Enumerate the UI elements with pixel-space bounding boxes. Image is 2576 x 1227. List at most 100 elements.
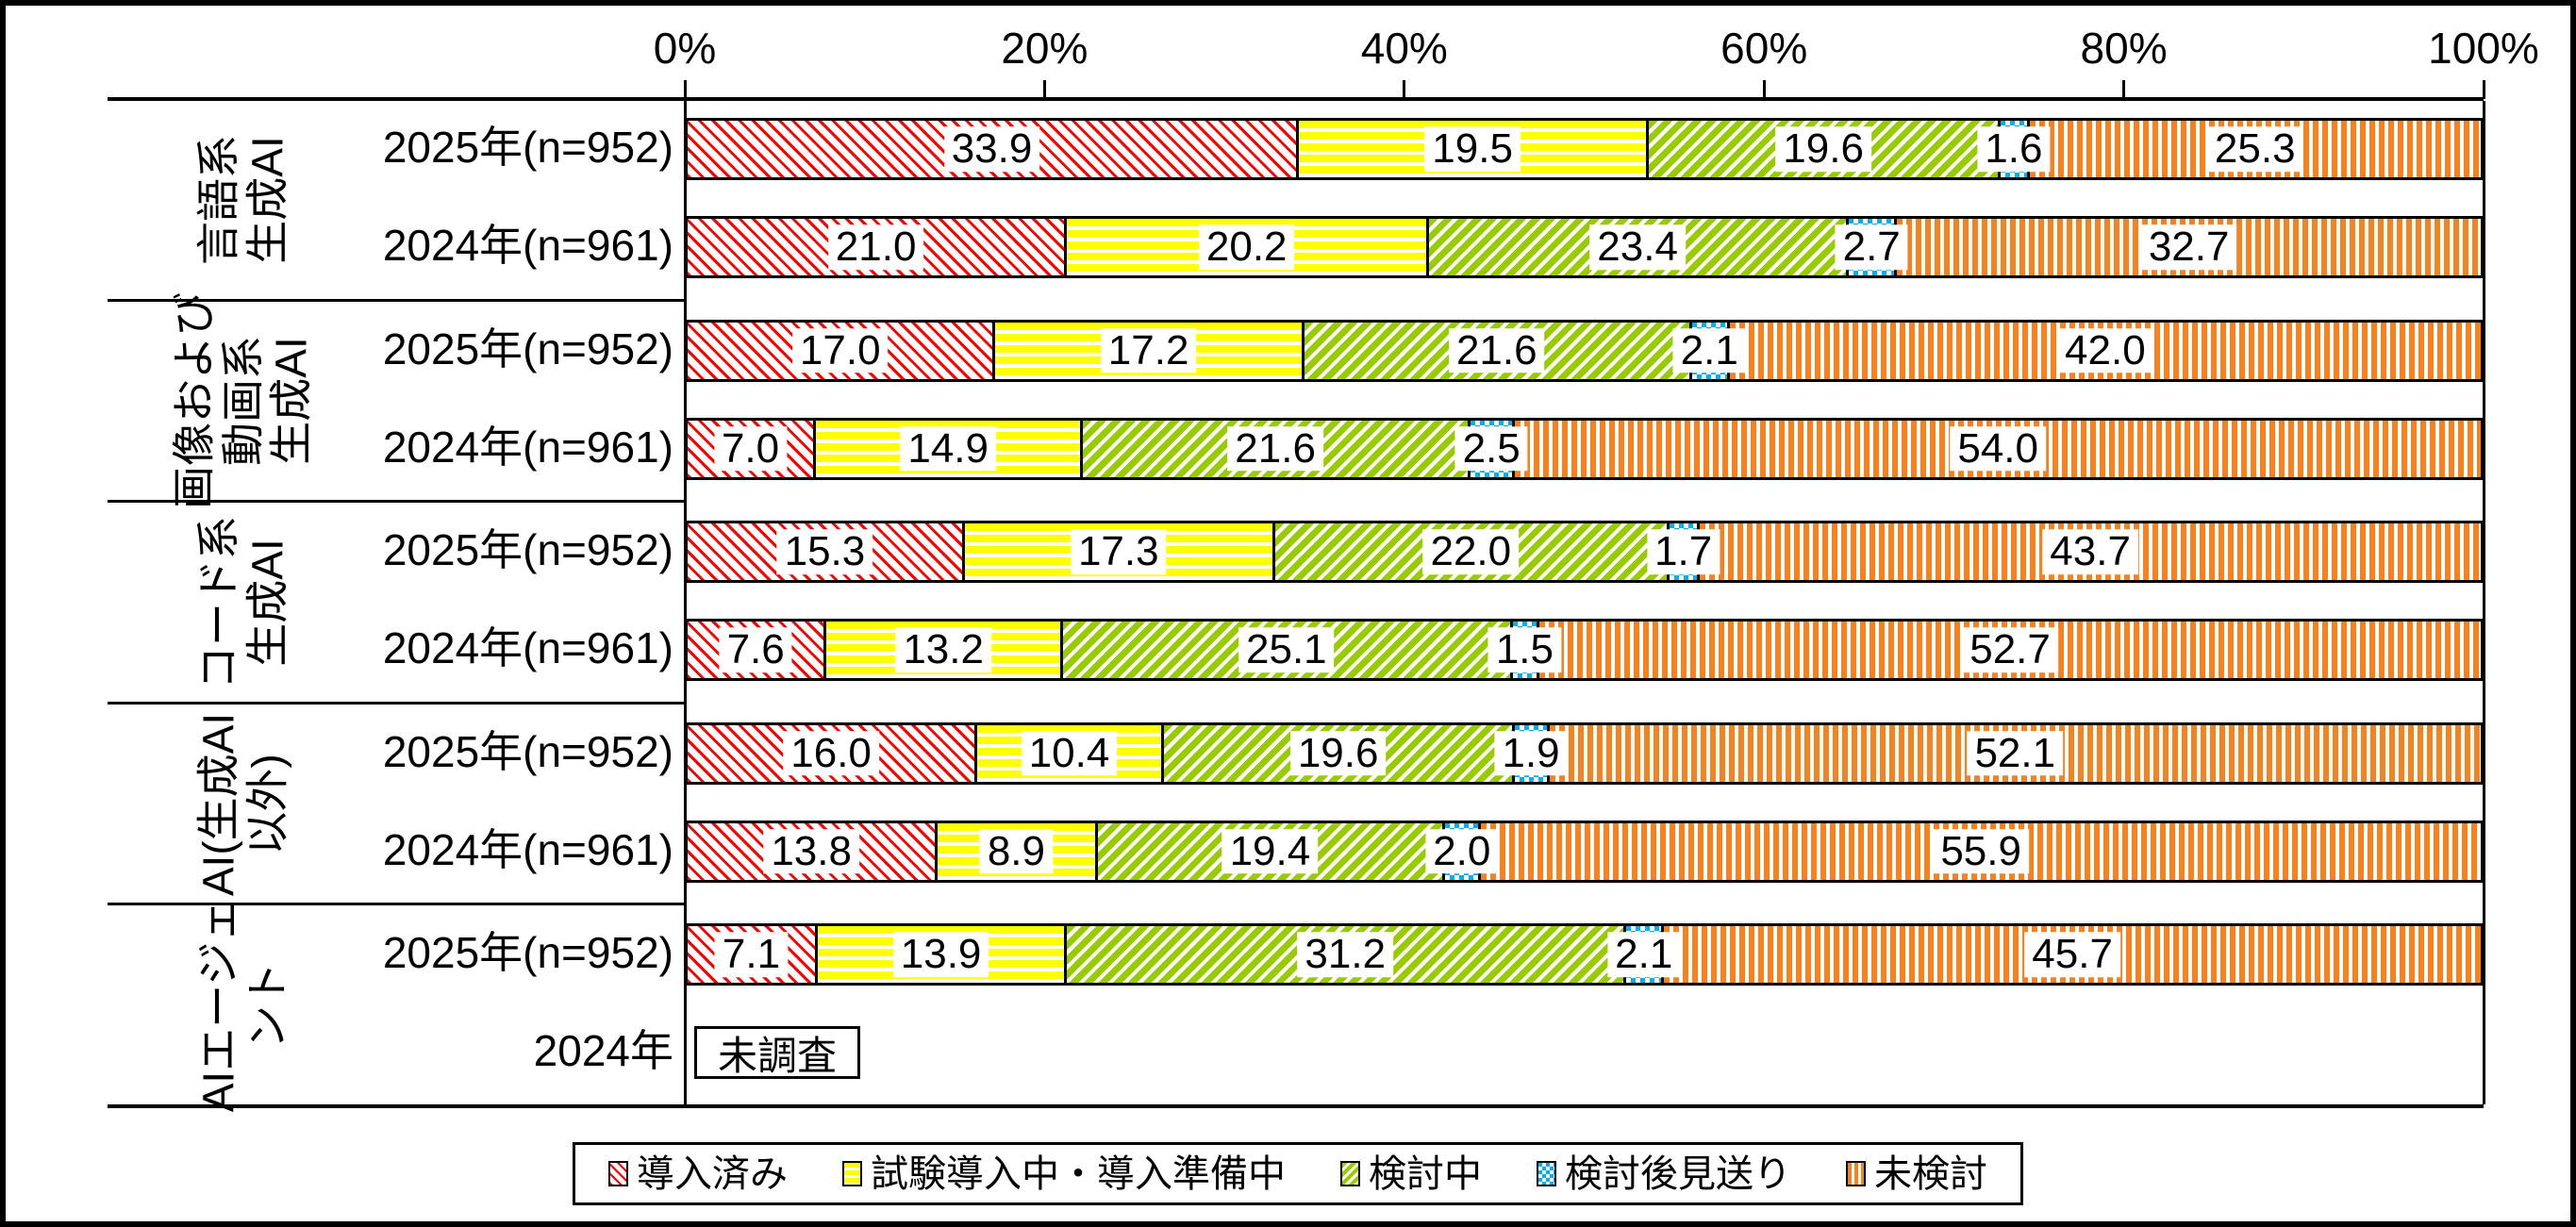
segment-value-label: 22.0 [1422,529,1520,574]
legend-swatch-postponed-icon [1537,1161,1556,1186]
bar-row: 16.0 10.4 19.6 1.9 52.1 [685,721,2484,785]
bar-segment-not_considered: 52.7 [1537,622,2481,679]
axis-line [108,97,2484,101]
bar-row: 7.6 13.2 25.1 1.5 52.7 [685,619,2484,682]
segment-value-label: 25.3 [2206,126,2303,172]
axis-tick-mark [1042,80,1046,99]
bar-segment-not_considered: 32.7 [1894,219,2481,275]
legend-swatch-considering-icon [1340,1161,1360,1186]
segment-value-label: 19.6 [1775,126,1871,172]
bar-segment-considering: 19.4 [1094,822,1443,880]
bar-segment-trial: 8.9 [935,822,1095,880]
segment-value-label: 1.6 [1977,126,2051,172]
segment-value-label: 1.7 [1646,529,1720,574]
not-surveyed-box: 未調査 [694,1026,860,1080]
axis-tick-mark [1403,80,1406,99]
segment-value-label: 10.4 [1021,731,1118,776]
stacked-bar-chart: 0% 20% 40% 60% 80% 100% 言語系 生成AI 2025年(n=952) 33.… [6,6,2570,1221]
bar-segment-adopted: 7.0 [688,420,814,477]
bar-row: 15.3 17.3 22.0 1.7 43.7 [685,521,2484,584]
segment-value-label: 1.5 [1487,627,1561,672]
segment-value-label: 21.6 [1448,328,1545,373]
row-label: 2025年(n=952) [382,123,673,172]
bar-row: 7.1 13.9 31.2 2.1 45.7 [685,923,2484,987]
legend: 導入済み 試験導入中・導入準備中 検討中 検討後見送り 未検討 [573,1142,2023,1205]
bar-segment-not_considered: 52.1 [1546,724,2481,782]
bar-segment-adopted: 7.1 [688,926,815,984]
legend-label: 導入済み [637,1152,788,1195]
bar-segment-considering: 21.6 [1301,322,1689,379]
legend-item-not_considered: 未検討 [1846,1153,1987,1195]
segment-value-label: 21.0 [827,224,924,270]
bar-segment-trial: 13.2 [823,622,1060,679]
bar-segment-trial: 17.3 [961,523,1272,581]
row-label: 2025年(n=952) [382,525,673,575]
legend-item-adopted: 導入済み [608,1153,788,1195]
legend-item-postponed: 検討後見送り [1537,1153,1791,1195]
bar-row: 33.9 19.5 19.6 1.6 25.3 [685,118,2484,180]
bar-segment-adopted: 7.6 [688,622,824,679]
category-divider-line [108,903,685,906]
segment-value-label: 17.3 [1070,529,1167,574]
legend-label: 検討中 [1369,1152,1482,1195]
axis-tick-label: 20% [1001,24,1089,73]
segment-value-label: 17.2 [1100,328,1197,373]
bar-segment-postponed: 2.1 [1672,322,1746,379]
segment-value-label: 15.3 [776,529,873,574]
axis-tick-label: 100% [2428,24,2539,73]
bar-segment-adopted: 16.0 [688,724,975,782]
category-divider-line [108,500,685,504]
legend-swatch-adopted-icon [608,1161,628,1186]
bar-segment-considering: 23.4 [1426,219,1847,275]
segment-value-label: 21.6 [1227,426,1323,472]
segment-value-label: 1.9 [1494,731,1568,776]
segment-value-label: 17.0 [791,328,889,373]
bar-segment-not_considered: 42.0 [1726,322,2481,379]
plot-left-line [683,101,687,1104]
segment-value-label: 2.0 [1425,829,1499,874]
bar-segment-not_considered: 55.9 [1478,822,2481,880]
bar-segment-postponed: 1.5 [1487,622,1561,679]
row-label: 2024年(n=961) [382,824,673,874]
segment-value-label: 43.7 [2042,529,2138,574]
bar-segment-not_considered: 45.7 [1661,926,2481,984]
segment-value-label: 19.5 [1424,126,1521,172]
segment-value-label: 19.6 [1289,731,1387,776]
segment-value-label: 55.9 [1933,829,2029,874]
axis-tick-label: 0% [653,24,717,73]
bar-segment-trial: 17.2 [992,322,1302,379]
segment-value-label: 23.4 [1589,224,1686,270]
segment-value-label: 14.9 [900,426,996,472]
axis-tick-mark [2482,80,2485,99]
bar-segment-adopted: 13.8 [688,822,936,880]
segment-value-label: 2.7 [1835,224,1908,270]
row-label: 2025年(n=952) [382,323,673,373]
bar-segment-trial: 10.4 [974,724,1161,782]
axis-tick-label: 40% [1360,24,1448,73]
row-label: 2024年(n=961) [382,623,673,673]
legend-label: 未検討 [1874,1152,1987,1195]
bar-segment-postponed: 1.6 [1977,121,2051,177]
bar-segment-considering: 22.0 [1271,523,1667,581]
bar-segment-postponed: 2.7 [1835,219,1908,275]
bar-segment-trial: 20.2 [1064,219,1427,275]
bar-segment-considering: 25.1 [1060,622,1510,679]
row-label: 2024年(n=961) [382,221,673,270]
bar-segment-postponed: 2.0 [1425,822,1499,880]
plot-bottom-line [108,1104,2484,1108]
bar-row: 7.0 14.9 21.6 2.5 54.0 [685,417,2484,480]
segment-value-label: 7.1 [714,933,789,978]
segment-value-label: 45.7 [2024,933,2120,978]
segment-value-label: 2.5 [1454,426,1528,472]
bar-segment-adopted: 15.3 [688,523,962,581]
bar-segment-trial: 13.9 [814,926,1065,984]
bar-segment-adopted: 33.9 [688,121,1297,177]
segment-value-label: 8.9 [979,829,1054,874]
bar-segment-considering: 31.2 [1064,926,1624,984]
bar-row: 13.8 8.9 19.4 2.0 55.9 [685,820,2484,883]
bar-segment-adopted: 21.0 [688,219,1065,275]
legend-item-trial: 試験導入中・導入準備中 [842,1153,1286,1195]
segment-value-label: 31.2 [1297,933,1394,978]
axis-tick-label: 80% [2080,24,2168,73]
